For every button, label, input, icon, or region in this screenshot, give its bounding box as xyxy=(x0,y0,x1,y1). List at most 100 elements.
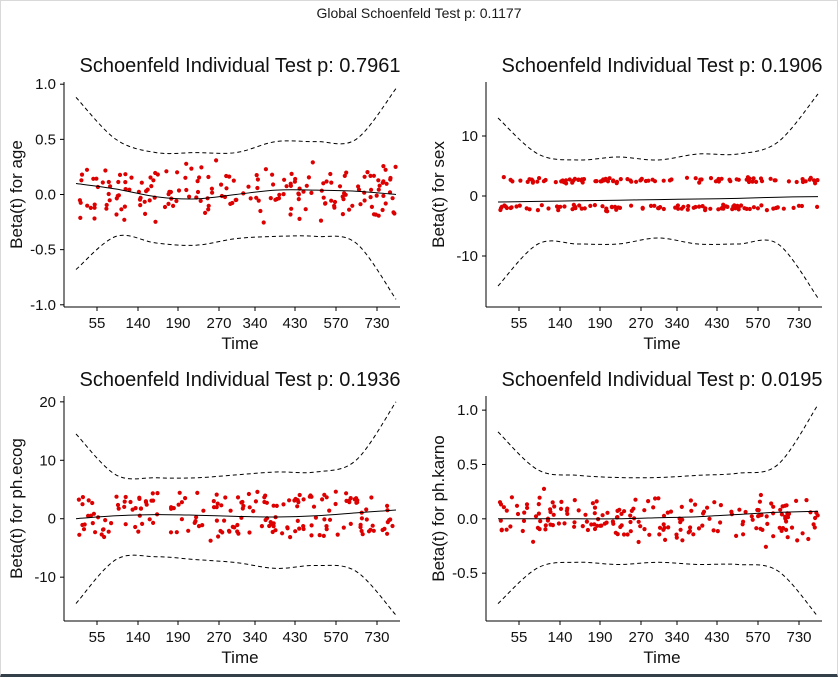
upper-confidence-band xyxy=(497,93,819,161)
residual-point xyxy=(639,176,644,181)
residual-point xyxy=(732,203,737,208)
residual-point xyxy=(155,491,160,496)
residual-point xyxy=(689,508,694,513)
residual-point xyxy=(771,206,776,211)
residual-point xyxy=(390,523,395,529)
residual-point xyxy=(187,194,192,199)
residual-point xyxy=(248,196,253,201)
residual-point xyxy=(327,508,332,513)
residual-point xyxy=(674,535,679,540)
residual-point xyxy=(371,528,376,533)
residual-point xyxy=(301,526,306,532)
residual-point xyxy=(359,528,364,534)
residual-point xyxy=(317,533,322,538)
residual-point xyxy=(235,495,241,500)
residual-point xyxy=(256,198,261,203)
residual-point xyxy=(553,180,558,185)
residual-point xyxy=(617,205,623,210)
residual-point xyxy=(184,187,189,193)
residual-point xyxy=(347,207,352,212)
residual-point xyxy=(247,505,252,510)
residual-point xyxy=(593,179,598,184)
residual-point xyxy=(138,203,143,208)
residual-point xyxy=(309,523,314,528)
residual-point xyxy=(388,517,393,522)
residual-point xyxy=(166,201,171,206)
residual-point xyxy=(509,205,514,210)
residual-point xyxy=(162,204,168,210)
residual-point xyxy=(499,204,504,209)
residual-point xyxy=(621,532,627,537)
residual-point xyxy=(277,192,282,197)
lower-confidence-band xyxy=(75,554,397,616)
residual-point xyxy=(323,201,328,206)
residual-point xyxy=(147,517,152,522)
residual-point xyxy=(341,525,346,530)
residual-point xyxy=(781,206,786,211)
residual-point xyxy=(734,533,739,539)
residual-point xyxy=(333,489,338,494)
x-tick-label: 730 xyxy=(364,315,389,332)
residual-point xyxy=(543,523,548,528)
residual-point xyxy=(289,206,294,211)
residual-point xyxy=(813,181,818,186)
residual-point xyxy=(84,167,90,172)
residual-point xyxy=(740,522,745,527)
residual-point xyxy=(552,504,557,509)
residual-point xyxy=(693,176,698,181)
residual-point xyxy=(100,527,106,532)
residual-point xyxy=(661,206,666,212)
residual-point xyxy=(85,203,90,208)
residual-point xyxy=(127,187,132,192)
residual-point xyxy=(759,203,764,208)
residual-point xyxy=(693,502,698,507)
residual-point xyxy=(614,181,619,186)
residual-point xyxy=(772,178,777,183)
residual-point xyxy=(122,217,127,222)
residual-point xyxy=(693,204,698,210)
residual-point xyxy=(813,515,818,521)
residual-point xyxy=(380,180,385,185)
residual-point xyxy=(80,522,85,528)
residual-point xyxy=(657,532,662,537)
residual-point xyxy=(104,202,109,208)
residual-point xyxy=(634,179,639,184)
residual-point xyxy=(251,509,256,514)
x-tick-label: 730 xyxy=(786,315,811,332)
residual-point xyxy=(771,511,776,516)
residual-point xyxy=(176,502,181,507)
upper-confidence-band xyxy=(75,401,397,480)
residual-point xyxy=(246,184,251,189)
fitted-curve xyxy=(498,510,819,520)
residual-point xyxy=(580,524,585,529)
residual-point xyxy=(612,204,618,209)
residual-point xyxy=(565,511,570,516)
residual-point xyxy=(730,207,735,212)
residual-point xyxy=(585,527,591,533)
residual-point xyxy=(535,179,540,184)
residual-point xyxy=(656,206,661,211)
panel-4: Schoenfeld Individual Test p: 0.0195 -0.5… xyxy=(429,369,822,667)
residual-point xyxy=(799,203,805,209)
residual-point xyxy=(629,179,634,184)
residual-point xyxy=(751,176,756,181)
residual-point xyxy=(518,178,523,183)
residual-point xyxy=(501,175,506,180)
residual-point xyxy=(106,179,111,185)
residual-point xyxy=(711,528,716,533)
residual-point xyxy=(236,531,241,536)
residual-point xyxy=(332,199,338,205)
residual-point xyxy=(216,534,221,539)
residual-point xyxy=(199,165,204,170)
residual-point xyxy=(530,179,536,184)
residual-point xyxy=(646,499,651,504)
residual-point xyxy=(246,491,251,497)
residual-point xyxy=(653,496,658,501)
residual-point xyxy=(151,178,156,183)
x-tick-label: 340 xyxy=(664,315,689,332)
residual-point xyxy=(716,177,721,182)
residual-point xyxy=(605,510,610,515)
residual-point xyxy=(308,493,313,498)
residual-point xyxy=(206,203,211,208)
residual-point xyxy=(211,499,216,504)
